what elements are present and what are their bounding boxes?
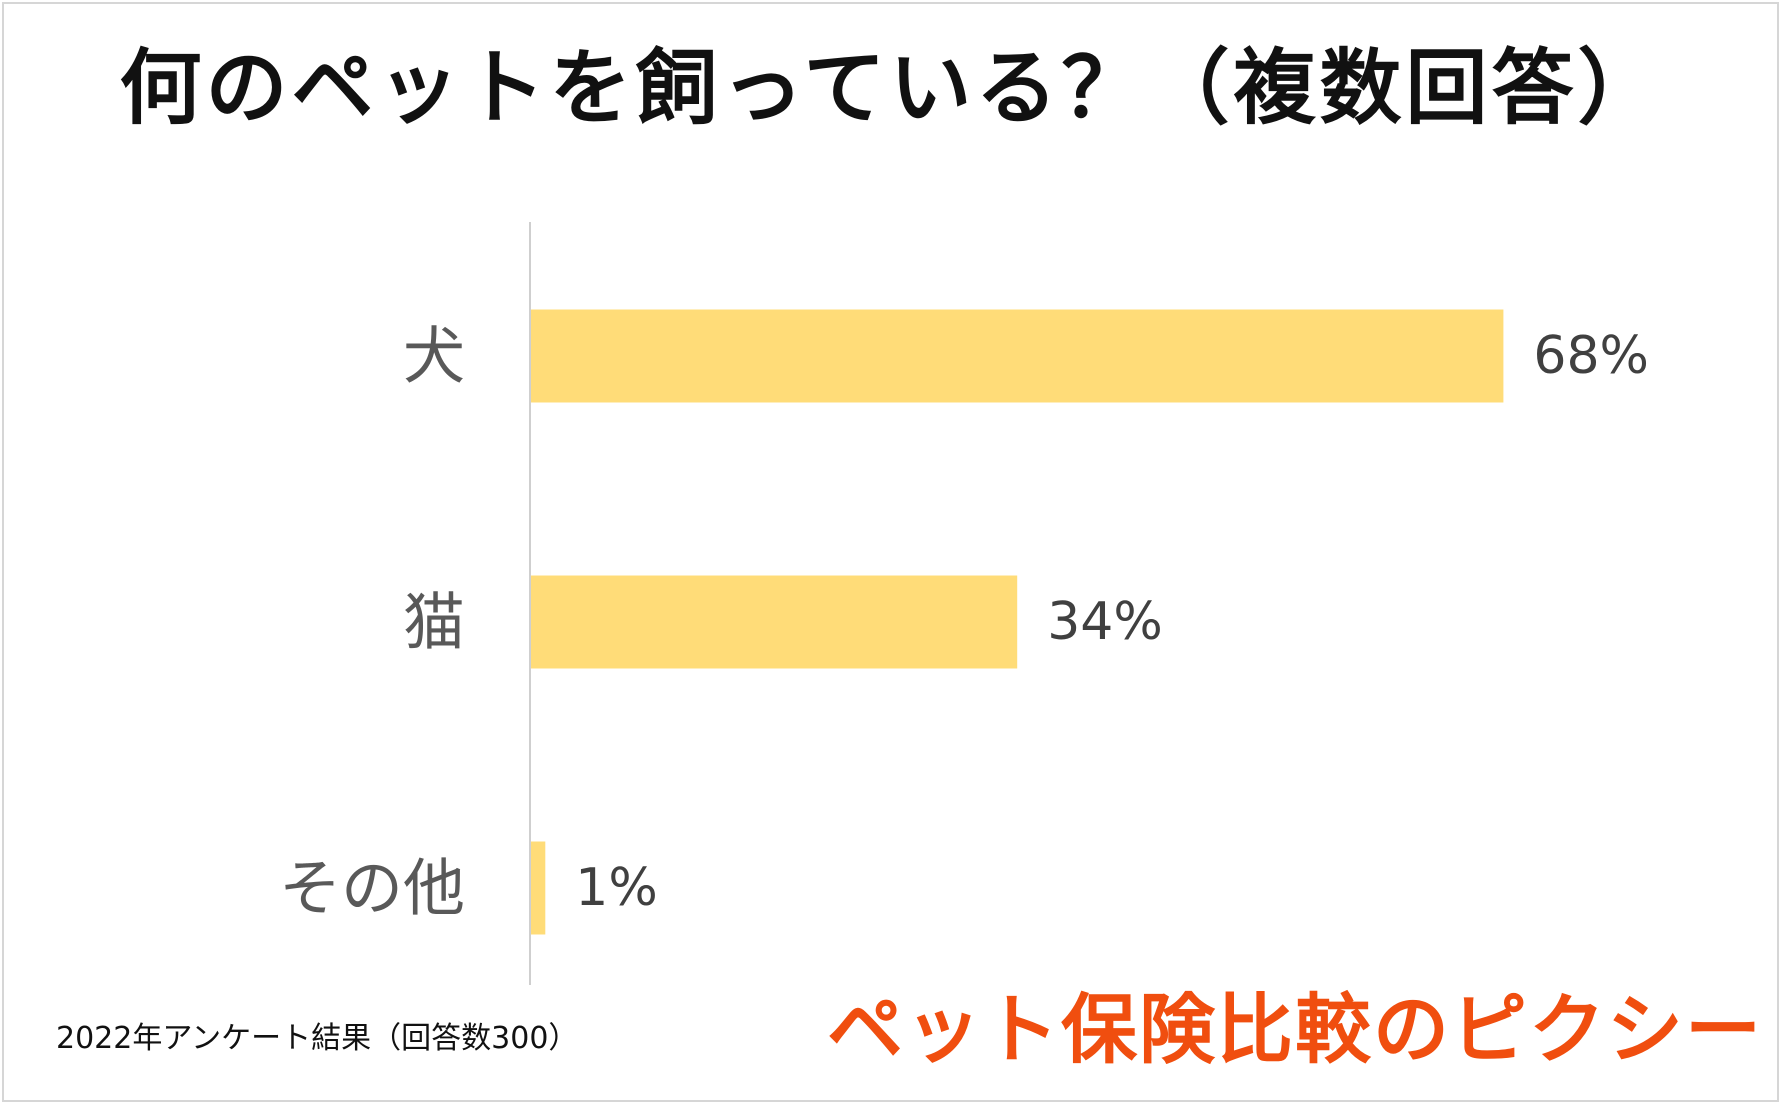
- bars-group: [531, 309, 1504, 935]
- value-labels: 68% 34% 1%: [575, 326, 1649, 918]
- bar-1: [531, 309, 1504, 403]
- chart-title: 何のペットを飼っている？（複数回答）: [119, 41, 1664, 136]
- value-label-3: 1%: [575, 858, 658, 918]
- brand-logo: ペット保険比較のピクシー: [827, 985, 1763, 1074]
- category-label-3: その他: [279, 852, 465, 925]
- bar-2: [531, 575, 1018, 669]
- value-label-1: 68%: [1533, 326, 1649, 386]
- category-label-2: 猫: [403, 586, 465, 659]
- survey-footnote: 2022年アンケート結果（回答数300）: [56, 1021, 579, 1056]
- category-label-1: 犬: [403, 320, 465, 393]
- value-label-2: 34%: [1047, 592, 1163, 652]
- bar-3: [531, 841, 546, 935]
